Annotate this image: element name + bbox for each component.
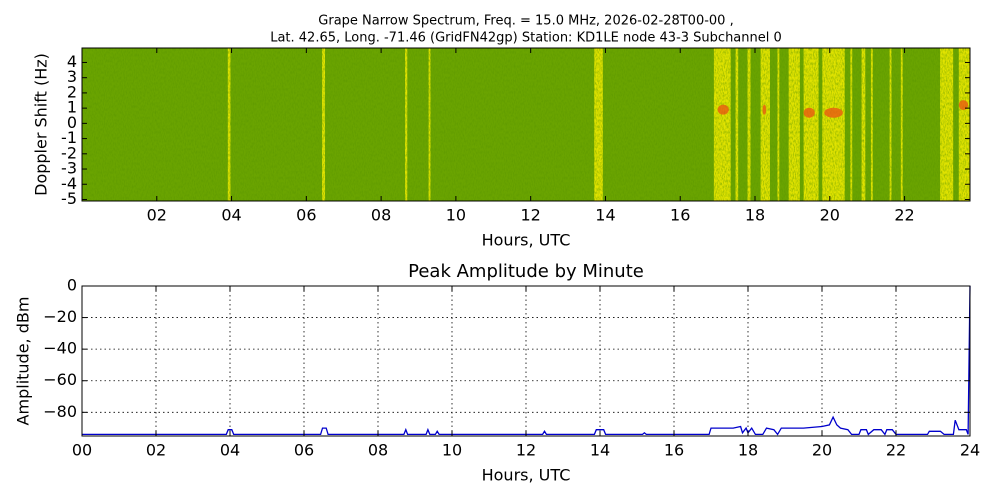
x-tick-label: 12 [516,441,536,460]
chart-subtitle: Lat. 42.65, Long. -71.46 (GridFN42gp) St… [270,31,782,46]
x-tick-label: 22 [894,206,914,225]
y-tick-label: −60 [43,370,77,389]
x-tick-label: 20 [820,206,840,225]
doppler-patch [958,100,969,111]
y-tick-label: −80 [43,402,77,421]
y-tick-label: 4 [67,52,77,71]
chart-title: Grape Narrow Spectrum, Freq. = 15.0 MHz,… [318,14,733,29]
x-tick-label: 06 [294,441,314,460]
y-axis-label: Amplitude, dBm [14,297,33,426]
x-tick-label: 10 [446,206,466,225]
y-tick-label: 0 [67,113,77,132]
x-tick-label: 14 [595,206,615,225]
y-tick-label: −40 [43,339,77,358]
x-tick-label: 00 [72,441,92,460]
x-tick-label: 02 [146,441,166,460]
x-tick-label: 20 [812,441,832,460]
x-tick-label: 18 [738,441,758,460]
y-tick-label: -2 [61,143,77,162]
x-axis-label: Hours, UTC [482,466,571,485]
x-tick-label: 04 [221,206,241,225]
amplitude-line [82,285,971,436]
x-tick-label: 10 [442,441,462,460]
x-tick-label: 08 [371,206,391,225]
x-tick-label: 08 [368,441,388,460]
x-axis-label: Hours, UTC [482,231,571,250]
x-tick-label: 18 [745,206,765,225]
doppler-patch [762,104,767,115]
x-tick-label: 24 [960,441,980,460]
x-tick-label: 22 [886,441,906,460]
y-tick-label: −20 [43,307,77,326]
x-tick-label: 14 [590,441,610,460]
y-tick-label: -1 [61,128,77,147]
x-tick-label: 02 [147,206,167,225]
y-tick-label: 1 [67,98,77,117]
noise-texture [82,48,970,201]
y-tick-label: 0 [67,276,77,295]
x-tick-label: 06 [296,206,316,225]
chart-title: Peak Amplitude by Minute [408,261,644,282]
x-tick-label: 16 [670,206,690,225]
y-tick-label: -4 [61,174,77,193]
doppler-patch [824,107,843,118]
plot-frame [81,47,971,202]
y-tick-label: 2 [67,82,77,101]
y-tick-label: -3 [61,159,77,178]
heatmap [82,48,970,201]
doppler-patch [717,104,729,115]
y-tick-label: 3 [67,67,77,86]
x-tick-label: 04 [220,441,240,460]
x-tick-label: 12 [520,206,540,225]
y-axis-label: Doppler Shift (Hz) [32,53,51,196]
x-tick-label: 16 [664,441,684,460]
doppler-patch [803,107,815,118]
y-tick-label: -5 [61,189,77,208]
